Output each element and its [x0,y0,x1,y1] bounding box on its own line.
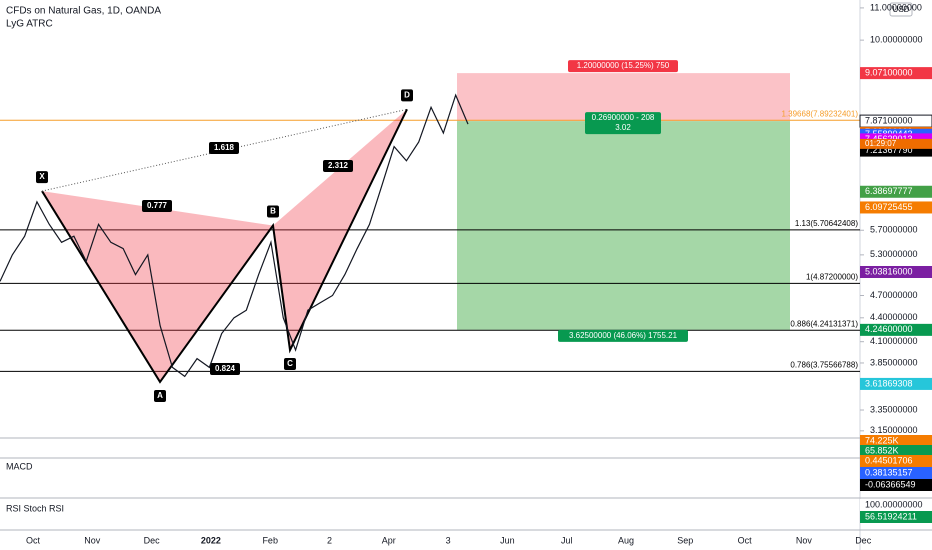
x-tick-label: Aug [618,535,634,545]
pane-badge [860,479,932,491]
ratio-label: 0.777 [147,201,168,210]
x-tick-label: Dec [144,535,161,545]
position-label: 1.20000000 (15.25%) 750 [577,61,670,70]
x-tick-label: Nov [84,535,101,545]
pattern-point-box [154,389,166,402]
price-badge-label: 6.38697777 [865,186,913,196]
pattern-point-box [401,89,413,102]
target-zone [457,121,790,330]
countdown: 01:29:07 [865,139,897,148]
x-tick-label: Sep [677,535,693,545]
price-badge-label: 7.45629013 [865,134,913,144]
price-badge-label: 7.87100000 [865,115,913,125]
position-label: 3.02 [615,123,631,132]
position-label: 0.26900000 - 208 [592,113,655,122]
pattern-point-label: C [287,359,293,368]
ratio-box [142,200,172,212]
x-tick-label: Jul [561,535,573,545]
y-tick-label: 5.70000000 [870,225,918,235]
pattern-fill [273,109,407,351]
x-tick-label: Oct [26,535,41,545]
price-badge-label: 4.24600000 [865,324,913,334]
x-tick-label: 2022 [201,535,221,545]
pane-badge-label: 100.00000000 [865,499,923,509]
countdown-box [860,138,932,149]
position-label: 3.62500000 (46.06%) 1755.21 [569,331,678,340]
rsi-title: RSI Stoch RSI [6,503,64,513]
pane-badge [860,511,932,523]
price-badge-label: 9.07100000 [865,67,913,77]
fib-label: 0.786(3.75566788) [790,360,858,369]
y-tick-label: 10.00000000 [870,35,923,45]
price-badge [860,201,932,214]
ratio-box [209,142,239,154]
ratio-label: 0.824 [215,364,236,373]
y-tick-label: 3.85000000 [870,357,918,367]
x-tick-label: Dec [855,535,872,545]
price-badge-label: 6.09725455 [865,202,913,212]
x-tick-label: 2 [327,535,332,545]
ratio-box [210,363,240,375]
pattern-point-label: B [270,207,276,216]
ratio-label: 2.312 [328,161,349,170]
y-tick-label: 3.15000000 [870,425,918,435]
pane-badge [860,467,932,479]
price-badge-label: 7.21367790 [865,145,913,155]
price-badge [860,67,932,80]
pane-badge [860,445,932,457]
pattern-point-label: A [157,391,163,400]
ratio-box [323,160,353,172]
pane-badge [860,499,932,511]
y-tick-label: 4.70000000 [870,290,918,300]
y-tick-label: 5.30000000 [870,249,918,259]
pane-badge-label: 56.51924211 [865,511,917,521]
position-label-box [585,122,661,135]
x-tick-label: Apr [382,535,396,545]
price-badge [860,265,932,278]
currency-box[interactable] [889,2,913,17]
pane-badge-label: 74.225K [865,435,899,445]
y-tick-label: 3.35000000 [870,404,918,414]
x-tick-label: Jun [500,535,515,545]
y-tick-label: 11.00000000 [870,2,922,12]
x-tick-label: Oct [738,535,753,545]
x-tick-label: Nov [796,535,813,545]
indicator-name: LyG ATRC [6,19,53,30]
position-label-box [568,60,678,73]
pattern-fill [42,191,273,382]
price-badge [860,377,932,390]
pattern-point-box [36,171,48,184]
y-tick-label: 4.10000000 [870,336,918,346]
pattern-point-box [267,205,279,218]
pattern-point-label: X [39,172,45,181]
pattern-point-label: D [404,90,410,99]
chart-title: CFDs on Natural Gas, 1D, OANDA [6,6,161,17]
fib-label: 1(4.87200000) [806,272,858,281]
ratio-label: 1.618 [214,143,235,152]
fib-label: 0.886(4.24131371) [790,319,858,328]
position-label-box [585,112,661,125]
macd-title: MACD [6,461,33,471]
currency[interactable]: USD [893,5,910,14]
fib-label: 1.13(5.70642408) [795,219,859,228]
price-line [0,93,469,378]
fib-label: 1.39668(7.89232401) [781,109,858,118]
pane-badge-label: 0.44501706 [865,455,913,465]
price-badge-label: 3.61869308 [865,378,913,388]
pattern-line [41,108,408,384]
pane-badge [860,435,932,447]
pane-badge-label: 65.852K [865,445,899,455]
price-badge-label: 5.03816000 [865,266,913,276]
pane-badge-label: -0.06366549 [865,479,916,489]
pane-badge [860,455,932,467]
pane-badge-label: 0.38135157 [865,467,913,477]
position-label-box [558,329,688,342]
x-tick-label: 3 [446,535,451,545]
price-badge [860,185,932,198]
x-tick-label: Feb [262,535,278,545]
y-tick-label: 4.40000000 [870,312,918,322]
pattern-point-box [284,358,296,371]
price-badge [860,323,932,336]
